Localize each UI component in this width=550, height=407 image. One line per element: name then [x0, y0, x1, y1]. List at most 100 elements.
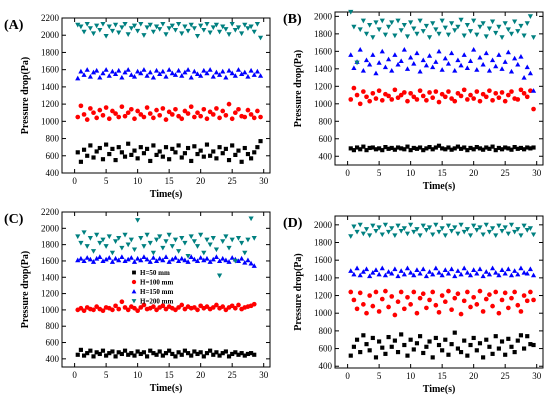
- square-marker: [145, 354, 150, 359]
- triangle-up-marker: [210, 73, 216, 79]
- series-2: [75, 299, 257, 314]
- square-marker: [411, 145, 416, 151]
- triangle-up-marker: [75, 75, 81, 81]
- x-tick-label: 0: [72, 176, 77, 186]
- square-marker: [75, 150, 80, 155]
- circle-marker: [373, 96, 379, 101]
- y-tick-label: 400: [46, 354, 60, 364]
- triangle-down-marker: [433, 27, 439, 33]
- circle-marker: [465, 289, 470, 295]
- circle-marker: [383, 288, 388, 294]
- square-marker: [477, 341, 483, 346]
- square-marker: [499, 339, 505, 344]
- circle-marker: [119, 299, 125, 305]
- circle-marker: [214, 302, 219, 308]
- x-tick-label: 5: [104, 176, 109, 186]
- circle-marker: [144, 105, 150, 110]
- circle-marker: [420, 291, 426, 297]
- circle-marker: [351, 297, 357, 303]
- square-marker: [192, 349, 197, 354]
- triangle-down-marker: [480, 21, 486, 26]
- square-marker: [132, 353, 137, 358]
- triangle-down-marker: [499, 228, 505, 234]
- triangle-up-marker: [97, 74, 103, 80]
- square-marker: [122, 154, 128, 159]
- triangle-up-marker: [474, 67, 480, 72]
- circle-marker: [192, 305, 197, 310]
- circle-marker: [84, 117, 90, 122]
- triangle-down-marker: [530, 35, 537, 40]
- square-marker: [490, 351, 495, 356]
- triangle-down-marker: [477, 225, 483, 231]
- triangle-down-marker: [172, 237, 179, 243]
- circle-marker: [496, 95, 502, 101]
- triangle-up-marker: [81, 258, 87, 264]
- square-marker: [383, 144, 388, 150]
- square-marker: [370, 145, 375, 150]
- y-tick-label: 1400: [41, 82, 60, 92]
- square-marker: [242, 145, 247, 151]
- series-4: [348, 9, 537, 66]
- triangle-down-marker: [357, 222, 363, 228]
- triangle-down-marker: [363, 31, 370, 37]
- triangle-down-marker: [442, 233, 448, 239]
- square-marker: [252, 150, 257, 155]
- triangle-up-marker: [122, 258, 128, 264]
- triangle-up-marker: [442, 55, 448, 61]
- circle-marker: [173, 106, 178, 112]
- circle-marker: [468, 92, 473, 98]
- square-marker: [509, 344, 514, 349]
- triangle-up-marker: [449, 266, 455, 272]
- triangle-down-marker: [94, 232, 100, 238]
- triangle-down-marker: [505, 27, 511, 33]
- triangle-down-marker: [483, 34, 489, 40]
- circle-marker: [427, 90, 432, 95]
- triangle-down-marker: [373, 228, 379, 234]
- x-axis-title: Time(s): [150, 189, 183, 200]
- triangle-up-marker: [185, 67, 191, 72]
- triangle-down-marker: [449, 228, 455, 234]
- square-marker: [204, 351, 210, 356]
- square-marker: [160, 154, 165, 159]
- triangle-up-marker: [452, 273, 458, 279]
- square-marker: [424, 344, 429, 349]
- triangle-down-marker: [395, 18, 401, 24]
- circle-marker: [195, 307, 200, 313]
- triangle-up-marker: [493, 63, 499, 69]
- square-marker: [462, 145, 467, 150]
- circle-marker: [351, 85, 357, 91]
- triangle-up-marker: [135, 255, 141, 261]
- triangle-down-marker: [401, 226, 407, 231]
- circle-marker: [455, 90, 461, 96]
- square-marker: [386, 334, 391, 340]
- circle-marker: [179, 116, 185, 122]
- square-marker: [132, 270, 136, 275]
- triangle-up-marker: [153, 258, 160, 264]
- triangle-up-marker: [411, 60, 417, 66]
- y-tick-label: 2200: [41, 207, 60, 217]
- circle-marker: [81, 112, 87, 117]
- square-marker: [141, 151, 147, 156]
- circle-marker: [132, 305, 137, 311]
- square-marker: [113, 158, 118, 163]
- y-tick-label: 600: [46, 338, 60, 348]
- square-marker: [201, 154, 206, 159]
- square-marker: [367, 348, 372, 353]
- triangle-down-marker: [474, 228, 480, 233]
- circle-marker: [487, 292, 492, 297]
- plot-frame: [334, 11, 544, 166]
- triangle-down-marker: [97, 240, 103, 246]
- circle-marker: [439, 293, 445, 298]
- triangle-down-marker: [515, 29, 521, 34]
- triangle-up-marker: [179, 73, 185, 78]
- triangle-down-marker: [502, 21, 508, 26]
- triangle-up-marker: [430, 64, 436, 70]
- circle-marker: [449, 307, 454, 313]
- circle-marker: [389, 97, 395, 102]
- triangle-up-marker: [248, 67, 254, 73]
- x-tick-label: 30: [532, 168, 542, 178]
- circle-marker: [97, 107, 103, 113]
- circle-marker: [458, 93, 464, 99]
- square-marker: [468, 342, 473, 348]
- triangle-down-marker: [467, 233, 474, 239]
